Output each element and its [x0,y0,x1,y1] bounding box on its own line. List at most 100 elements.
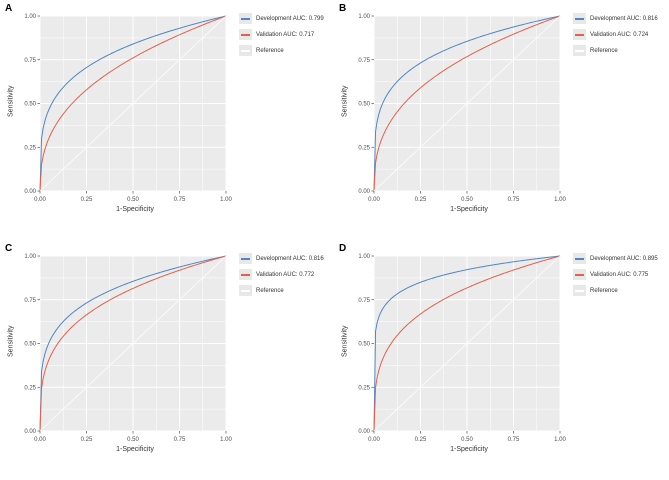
roc-panel-d: D Sensitivity 0.00 0.25 0.50 0.75 1.00 0.00 0.… [334,240,669,480]
roc-panel-b: B Sensitivity 0.00 0.25 0.50 0.75 1.00 0.00 0.… [334,0,669,240]
panel-label: A [5,3,13,14]
y-tick-label: 0.00 [358,429,370,435]
legend-label: Reference [590,287,618,294]
validation-roc-curve [39,15,227,192]
development-roc-curve [373,15,561,192]
x-tick-label: 0.75 [174,197,186,203]
legend-key-swatch [573,13,586,24]
legend: Development AUC: 0.799 Validation AUC: 0.… [239,13,324,61]
y-tick-label: 1.00 [24,254,36,260]
y-tick-label: 0.75 [24,58,36,64]
x-tick-label: 0.50 [127,437,139,443]
y-axis-label: Sensitivity [341,325,349,357]
legend-key-swatch [239,253,252,264]
legend-line-icon [241,257,250,260]
panel-body: Sensitivity 0.00 0.25 0.50 0.75 1.00 0.00 0.25… [338,2,667,213]
development-roc-curve [39,15,227,192]
legend-item-development: Development AUC: 0.895 [573,253,658,264]
x-tick-label: 0.75 [508,437,520,443]
legend-item-validation: Validation AUC: 0.724 [573,29,658,40]
x-axis-label: 1-Specificity [450,206,488,213]
legend-item-development: Development AUC: 0.799 [239,13,324,24]
legend-key-swatch [573,45,586,56]
legend-line-icon [575,257,584,260]
x-tick-label: 1.00 [220,197,232,203]
reference-line [39,15,227,192]
roc-plot: 0.00 0.25 0.50 0.75 1.00 0.00 0.25 0.50 0.75 1.00 [358,254,566,443]
legend-item-validation: Validation AUC: 0.775 [573,269,658,280]
legend-label: Reference [590,47,618,54]
y-tick-label: 0.00 [358,189,370,195]
x-tick-label: 0.25 [81,197,93,203]
validation-roc-curve [373,15,561,192]
legend-key-swatch [239,45,252,56]
y-tick-label: 0.50 [24,102,36,108]
x-tick-label: 0.25 [81,437,93,443]
roc-panel-a: A Sensitivity 0.00 0.25 0.50 0.75 1.00 0.00 0.… [0,0,334,240]
legend-key-swatch [239,269,252,280]
panel-body: Sensitivity 0.00 0.25 0.50 0.75 1.00 0.00 0.25… [4,2,332,213]
x-tick-label: 0.50 [127,197,139,203]
y-tick-label: 0.50 [24,342,36,348]
x-tick-label: 0.75 [174,437,186,443]
x-tick-label: 0.50 [461,197,473,203]
y-axis-label: Sensitivity [7,325,15,357]
validation-roc-curve [39,255,227,432]
y-axis-label: Sensitivity [341,85,349,117]
legend-label: Validation AUC: 0.717 [256,31,315,38]
legend-label: Validation AUC: 0.724 [590,31,649,38]
legend-label: Development AUC: 0.895 [590,255,658,262]
legend-item-development: Development AUC: 0.816 [239,253,324,264]
y-tick-label: 0.75 [358,298,370,304]
roc-plot: 0.00 0.25 0.50 0.75 1.00 0.00 0.25 0.50 0.75 1.00 [24,254,232,443]
plot-column: 0.00 0.25 0.50 0.75 1.00 0.00 0.25 0.50 0.75 1.00… [16,11,234,213]
x-axis-label: 1-Specificity [116,206,154,213]
legend-line-icon [241,289,250,292]
legend-label: Validation AUC: 0.775 [590,271,649,278]
legend-line-icon [575,33,584,36]
y-tick-label: 1.00 [24,14,36,20]
legend: Development AUC: 0.816 Validation AUC: 0.… [239,253,324,301]
legend-line-icon [241,273,250,276]
panel-body: Sensitivity 0.00 0.25 0.50 0.75 1.00 0.00 0.25… [338,242,667,453]
legend-item-development: Development AUC: 0.816 [573,13,658,24]
legend-line-icon [575,289,584,292]
x-tick-label: 0.25 [415,197,427,203]
development-roc-curve [39,255,227,432]
y-tick-label: 0.00 [24,189,36,195]
legend: Development AUC: 0.816 Validation AUC: 0.… [573,13,658,61]
roc-plot: 0.00 0.25 0.50 0.75 1.00 0.00 0.25 0.50 0.75 1.00 [358,14,566,203]
legend-line-icon [241,17,250,20]
y-tick-label: 0.50 [358,102,370,108]
y-tick-label: 0.25 [24,385,36,391]
panel-label: D [339,243,347,254]
legend-line-icon [575,273,584,276]
plot-column: 0.00 0.25 0.50 0.75 1.00 0.00 0.25 0.50 0.75 1.00… [16,251,234,453]
legend-line-icon [575,17,584,20]
legend-item-reference: Reference [239,285,324,296]
validation-roc-curve [373,255,561,432]
legend-item-reference: Reference [573,45,658,56]
panel-label: B [339,3,347,14]
y-tick-label: 0.50 [358,342,370,348]
x-tick-label: 1.00 [220,437,232,443]
legend-key-swatch [239,285,252,296]
x-tick-label: 0.00 [34,197,46,203]
legend: Development AUC: 0.895 Validation AUC: 0.… [573,253,658,301]
legend-key-swatch [573,29,586,40]
legend-item-validation: Validation AUC: 0.772 [239,269,324,280]
legend-line-icon [241,49,250,52]
x-tick-label: 0.00 [34,437,46,443]
legend-label: Development AUC: 0.816 [256,255,324,262]
reference-line [39,255,227,432]
reference-line [373,15,561,192]
legend-label: Reference [256,287,284,294]
legend-label: Validation AUC: 0.772 [256,271,315,278]
legend-key-swatch [573,253,586,264]
legend-line-icon [241,33,250,36]
y-tick-label: 0.75 [358,58,370,64]
x-tick-label: 1.00 [554,197,566,203]
reference-line [373,255,561,432]
legend-label: Development AUC: 0.799 [256,15,324,22]
